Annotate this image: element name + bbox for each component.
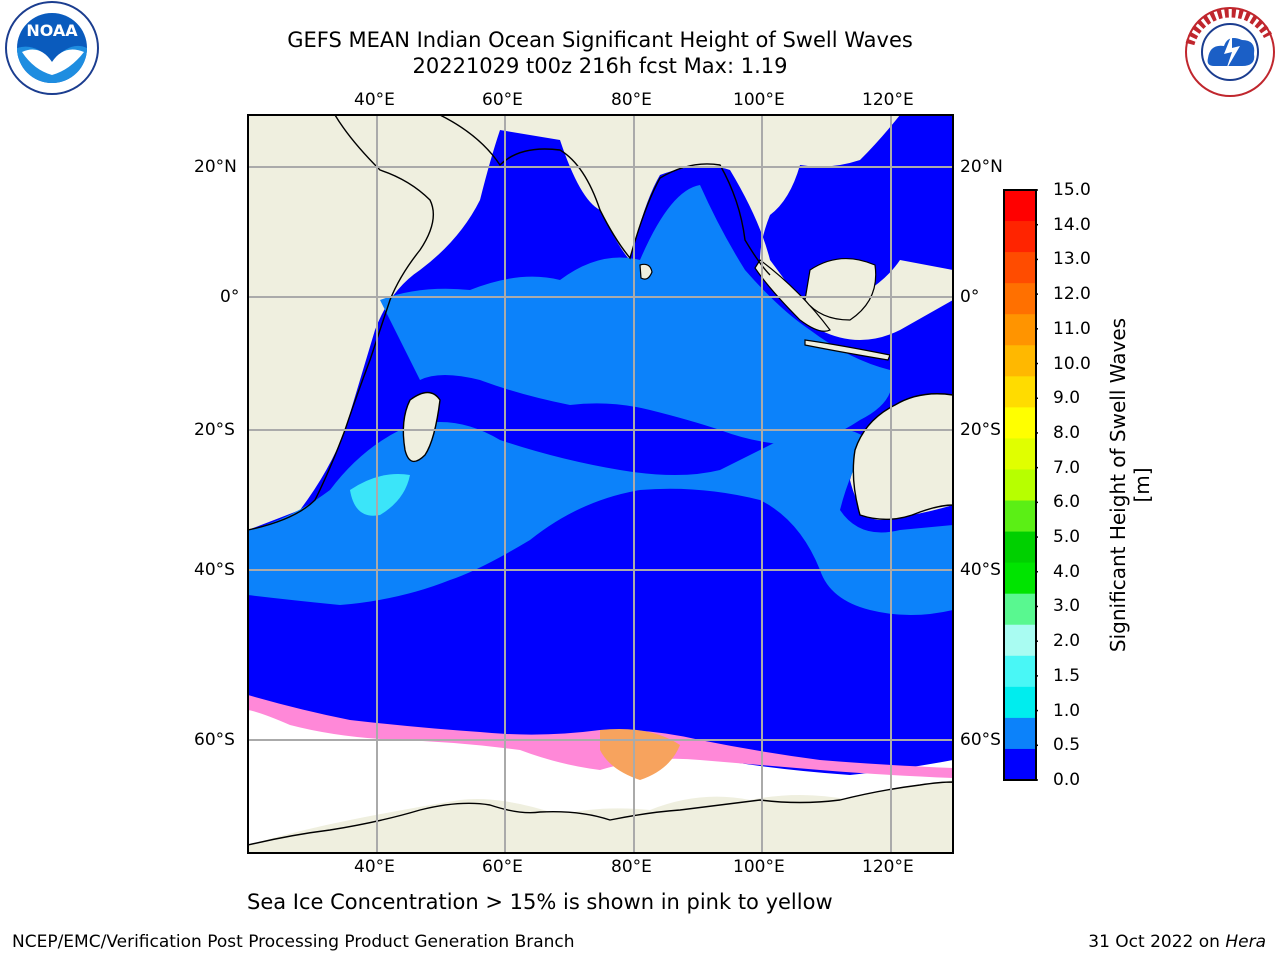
colorbar-segment <box>1004 686 1036 719</box>
lon-tick-top: 40°E <box>354 90 395 110</box>
lon-tick-bottom: 100°E <box>733 857 785 877</box>
colorbar-segment <box>1004 376 1036 408</box>
colorbar-tick-label: 13.0 <box>1053 249 1091 270</box>
lat-tick-left: 20°N <box>194 157 237 177</box>
colorbar-tick-label: 14.0 <box>1053 214 1091 235</box>
colorbar-segment <box>1004 407 1036 439</box>
footer-machine: Hera <box>1225 932 1266 952</box>
colorbar-segment <box>1004 438 1036 470</box>
lat-tick-left: 60°S <box>194 730 235 750</box>
asia-coast <box>439 115 771 276</box>
lon-tick-top: 100°E <box>733 90 785 110</box>
colorbar-segment <box>1004 190 1036 222</box>
lat-tick-left: 20°S <box>194 420 235 440</box>
colorbar-segment <box>1004 500 1036 533</box>
lon-tick-bottom: 60°E <box>482 857 523 877</box>
java <box>804 339 891 361</box>
lon-tick-bottom: 80°E <box>611 857 652 877</box>
colorbar-segment <box>1004 717 1036 750</box>
lon-tick-bottom: 120°E <box>862 857 914 877</box>
nws-logo <box>1185 7 1275 97</box>
colorbar-tick-label: 1.5 <box>1053 665 1081 686</box>
sri-lanka <box>639 263 653 280</box>
australia <box>852 393 953 520</box>
lat-tick-right: 60°S <box>960 730 1001 750</box>
colorbar-tick-label: 12.0 <box>1053 284 1091 305</box>
colorbar-tick-label: 8.0 <box>1053 422 1081 443</box>
colorbar <box>1003 189 1038 781</box>
footer-date: 31 Oct 2022 on Hera <box>1088 932 1266 952</box>
colorbar-tick-label: 1.0 <box>1053 700 1081 721</box>
graticule <box>248 115 953 853</box>
africa-coast <box>248 115 434 531</box>
map-subtitle: 20221029 t00z 216h fcst Max: 1.19 <box>412 54 788 78</box>
colorbar-tick-label: 0.0 <box>1053 770 1081 790</box>
colorbar-segment <box>1004 562 1036 595</box>
colorbar-segment <box>1004 469 1036 502</box>
svg-text:NOAA: NOAA <box>26 21 78 40</box>
colorbar-tick-label: 10.0 <box>1053 353 1091 374</box>
madagascar <box>402 391 441 463</box>
colorbar-frame <box>1003 189 1037 781</box>
colorbar-tick-label: 7.0 <box>1053 457 1081 478</box>
noaa-logo: NOAA <box>5 1 99 95</box>
footer-date-text: 31 Oct 2022 on <box>1088 932 1226 952</box>
colorbar-tick-label: 0.5 <box>1053 735 1081 756</box>
colorbar-tick-label: 4.0 <box>1053 561 1081 582</box>
lat-tick-left: 0° <box>220 287 240 307</box>
footer-branch: NCEP/EMC/Verification Post Processing Pr… <box>12 932 575 952</box>
colorbar-segment <box>1004 283 1036 315</box>
colorbar-segment <box>1004 345 1036 377</box>
sumatra <box>754 259 831 332</box>
lon-tick-top: 120°E <box>862 90 914 110</box>
colorbar-segment <box>1004 655 1036 688</box>
colorbar-segment <box>1004 748 1036 781</box>
colorbar-segment <box>1004 221 1036 253</box>
lat-tick-left: 40°S <box>194 560 235 580</box>
colorbar-tick-label: 5.0 <box>1053 527 1081 548</box>
colorbar-tick-label: 6.0 <box>1053 492 1081 513</box>
colorbar-segment <box>1004 314 1036 346</box>
colorbar-label: Significant Height of Swell Waves [m] <box>1106 317 1154 653</box>
lat-tick-right: 40°S <box>960 560 1001 580</box>
swell-mid-south <box>248 422 953 615</box>
swell-high-patch <box>350 474 410 516</box>
colorbar-tick-label: 11.0 <box>1053 318 1091 339</box>
lat-tick-right: 0° <box>960 287 980 307</box>
lat-tick-right: 20°N <box>960 157 1003 177</box>
swell-mid-north <box>380 185 892 445</box>
lat-tick-right: 20°S <box>960 420 1001 440</box>
lon-tick-top: 60°E <box>482 90 523 110</box>
colorbar-segment <box>1004 593 1036 626</box>
colorbar-tick-label: 3.0 <box>1053 596 1081 617</box>
lon-tick-top: 80°E <box>611 90 652 110</box>
map-title: GEFS MEAN Indian Ocean Significant Heigh… <box>287 28 913 52</box>
colorbar-segment <box>1004 624 1036 657</box>
sea-ice-caption: Sea Ice Concentration > 15% is shown in … <box>247 890 833 914</box>
lon-tick-bottom: 40°E <box>354 857 395 877</box>
colorbar-segment <box>1004 531 1036 564</box>
colorbar-tick-label: 9.0 <box>1053 388 1081 409</box>
antarctica <box>248 781 953 853</box>
colorbar-segment <box>1004 252 1036 284</box>
sea-ice-orange <box>600 729 680 780</box>
map-frame <box>247 114 954 854</box>
colorbar-tick-label: 15.0 <box>1053 180 1091 200</box>
colorbar-tick-label: 2.0 <box>1053 631 1081 652</box>
